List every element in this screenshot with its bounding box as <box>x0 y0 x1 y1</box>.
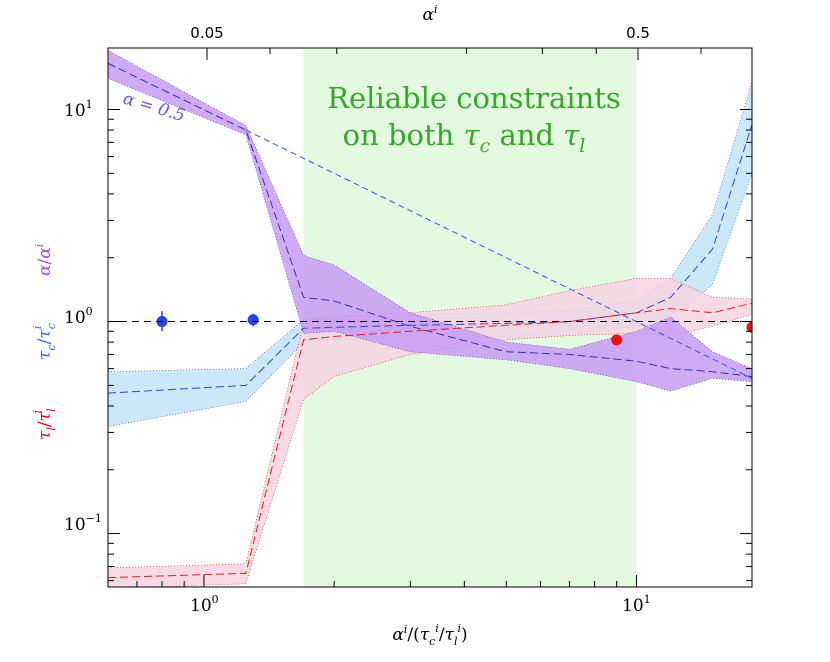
median-line-alpha <box>108 62 752 378</box>
x-tick-label-10: 101 <box>622 593 651 616</box>
x-tick-label-1: 100 <box>190 593 219 616</box>
top-tick-label-0.5: 0.5 <box>626 24 650 42</box>
data-point-1-1 <box>746 321 752 333</box>
uncertainty-bands <box>108 50 752 587</box>
series-lines <box>108 62 752 579</box>
median-line-tau-c <box>108 124 752 394</box>
x-axis-title: αi/(τci/τli) <box>392 622 467 648</box>
alpha-0.5-line <box>245 129 752 379</box>
top-tick-label-0.05: 0.05 <box>190 24 223 42</box>
y-label-alpha: α/αi <box>33 244 55 276</box>
y-axis-title: τl/τli τc/τci α/αi <box>31 244 58 440</box>
y-label-tau-c: τc/τci <box>31 323 58 360</box>
y-tick-label-1: 100 <box>64 305 93 328</box>
reliable-annotation-line1: Reliable constraints <box>327 81 621 115</box>
y-tick-label-0.1: 10−1 <box>64 512 102 535</box>
data-point-0-1 <box>247 314 259 326</box>
median-line-tau-l <box>108 302 752 579</box>
data-point-1-0 <box>611 334 623 346</box>
y-tick-label-10: 101 <box>64 98 93 121</box>
top-axis-title: αi <box>422 3 437 25</box>
axis-ticks <box>107 48 752 587</box>
reliable-annotation-line2: on both τc and τl <box>343 118 586 157</box>
band-alpha <box>108 50 752 392</box>
plot-frame <box>107 47 753 588</box>
y-label-tau-l: τl/τli <box>31 408 58 440</box>
